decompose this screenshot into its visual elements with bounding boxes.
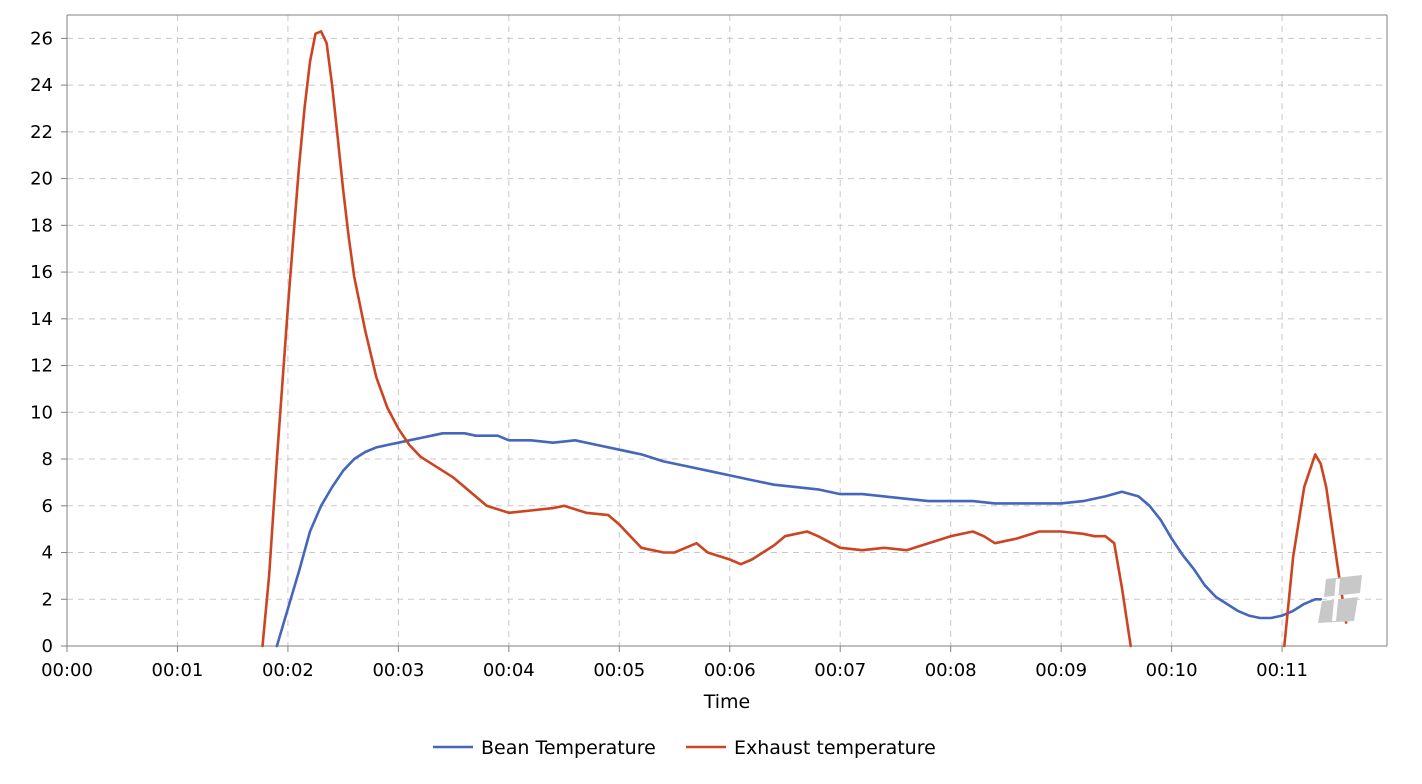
watermark-logo	[1318, 575, 1362, 623]
y-tick-label: 24	[30, 75, 53, 96]
axes	[61, 14, 1388, 652]
y-tick-label: 0	[42, 636, 53, 657]
y-tick-label: 4	[42, 543, 53, 564]
x-tick-label: 00:10	[1146, 660, 1198, 681]
y-tick-label: 2	[42, 589, 53, 610]
y-tick-label: 8	[42, 449, 53, 470]
x-tick-label: 00:05	[593, 660, 645, 681]
x-tick-label: 00:04	[483, 660, 535, 681]
x-tick-label: 00:08	[925, 660, 977, 681]
x-tick-label: 00:00	[41, 660, 93, 681]
y-tick-label: 20	[30, 169, 53, 190]
y-tick-label: 26	[30, 28, 53, 49]
series-layer	[261, 30, 1348, 648]
x-tick-label: 00:11	[1256, 660, 1308, 681]
x-tick-label: 00:03	[372, 660, 424, 681]
y-tick-label: 18	[30, 215, 53, 236]
grid	[67, 15, 1387, 646]
y-tick-label: 6	[42, 496, 53, 517]
plot-background	[67, 15, 1387, 646]
x-tick-label: 00:02	[262, 660, 314, 681]
x-tick-label: 00:09	[1035, 660, 1087, 681]
y-tick-label: 14	[30, 309, 53, 330]
x-tick-label: 00:06	[704, 660, 756, 681]
y-tick-label: 10	[30, 402, 53, 423]
y-tick-label: 16	[30, 262, 53, 283]
series-line-exhaust-temperature	[261, 30, 1348, 648]
legend-label-bean-temperature: Bean Temperature	[481, 737, 656, 759]
legend: Bean Temperature Exhaust temperature	[433, 737, 936, 759]
x-tick-label: 00:07	[814, 660, 866, 681]
legend-label-exhaust-temperature: Exhaust temperature	[734, 737, 936, 759]
x-tick-label: 00:01	[152, 660, 204, 681]
y-tick-label: 22	[30, 122, 53, 143]
series-line-bean-temperature	[275, 432, 1322, 648]
y-tick-label: 12	[30, 356, 53, 377]
x-axis-title: Time	[703, 691, 751, 713]
